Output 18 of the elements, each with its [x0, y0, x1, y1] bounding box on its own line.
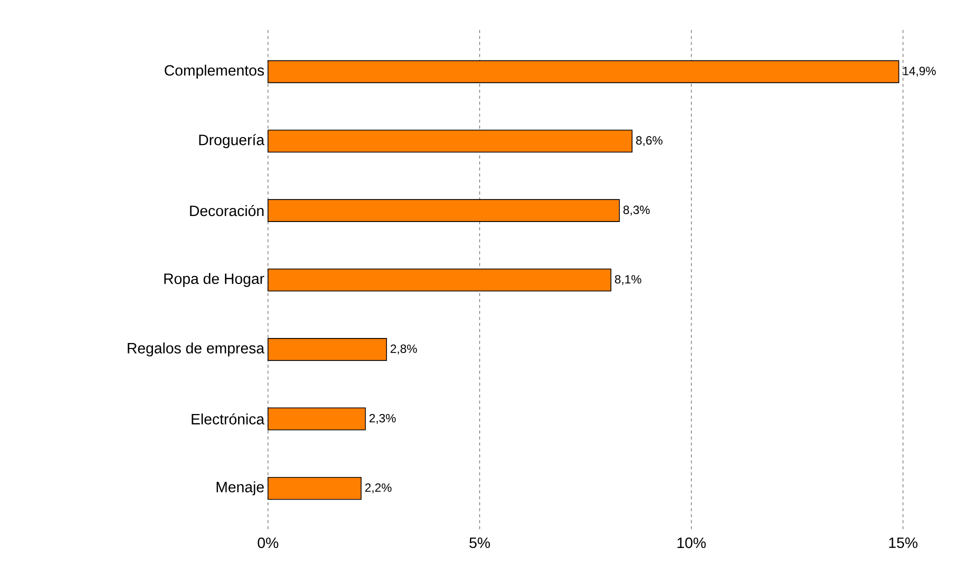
y-tick-label: Decoración: [190, 204, 264, 216]
data-label: 2,3%: [369, 414, 396, 424]
y-tick-label: Ropa de Hogar: [164, 273, 264, 287]
x-tick-label: 0%: [258, 538, 278, 548]
data-label: 2,8%: [390, 344, 417, 354]
x-tick-label: 5%: [469, 538, 490, 548]
y-tick-label: Electrónica: [192, 413, 264, 424]
x-tick-label: 10%: [678, 538, 706, 548]
y-tick-label: Regalos de empresa: [128, 342, 264, 356]
data-label: 14,9%: [903, 66, 936, 77]
data-label: 8,6%: [636, 136, 662, 146]
data-label: 8,3%: [623, 206, 650, 216]
y-tick-label: Droguería: [199, 134, 264, 148]
y-tick-label: Menaje: [216, 481, 264, 496]
data-label: 2,2%: [365, 483, 392, 494]
x-tick-label: 15%: [889, 538, 918, 548]
data-label: 8,1%: [614, 275, 642, 285]
y-tick-label: Complementos: [164, 64, 264, 79]
